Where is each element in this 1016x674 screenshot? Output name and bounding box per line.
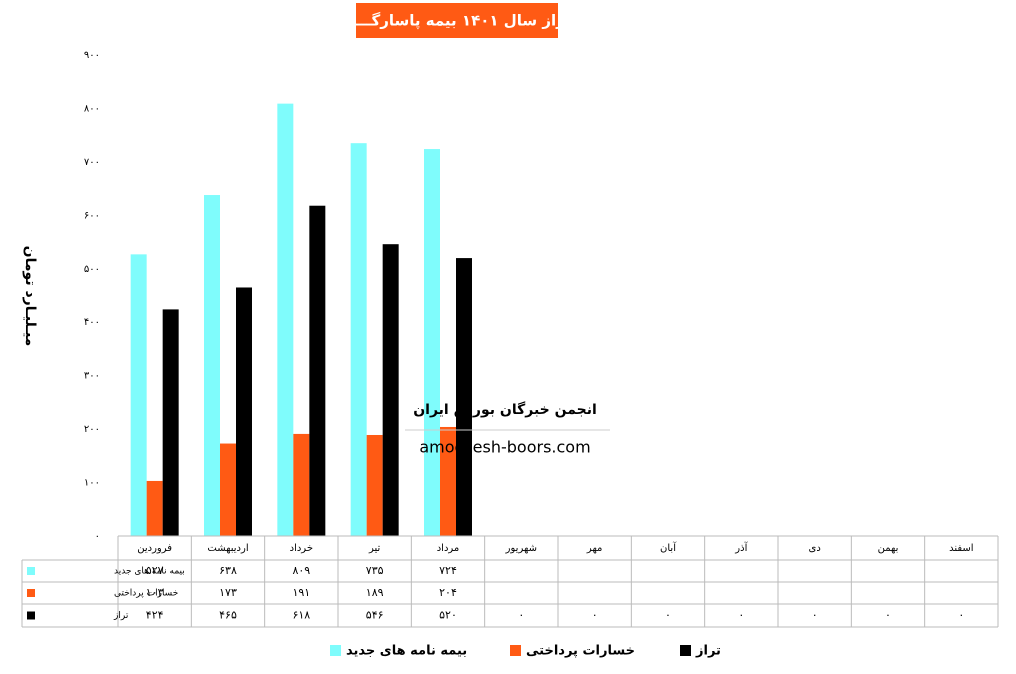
table-value: ۴۲۴ [146, 609, 164, 622]
legend-label: خسارات پرداختی [526, 644, 635, 659]
table-value: ۰ [738, 609, 744, 622]
bar [440, 426, 456, 536]
x-tick-label: اسفند [949, 543, 973, 554]
x-tick-label: مهر [586, 543, 602, 554]
x-tick-label: فروردین [137, 543, 172, 554]
table-row-label: تراز [113, 611, 129, 621]
table-value: ۱۸۹ [366, 586, 384, 599]
bar [424, 149, 440, 536]
bar [293, 433, 310, 536]
bar [456, 258, 472, 536]
y-axis-label: میـلیـارد تومان [22, 246, 38, 347]
table-value: ۸۰۹ [292, 564, 310, 577]
x-tick-label: آذر [734, 541, 748, 554]
table-value: ۷۲۴ [439, 564, 457, 577]
bar [162, 309, 179, 536]
table-value: ۶۱۸ [292, 609, 310, 622]
table-value: ۰ [665, 609, 671, 622]
bar [309, 205, 326, 537]
table-value: ۵۴۶ [366, 609, 384, 622]
chart-title: تراز سال ۱۴۰۱ بیمه پاسارگـــاد [343, 12, 571, 31]
table-legend-key [27, 567, 35, 575]
y-tick-label: ۴۰۰ [84, 317, 100, 328]
table-value: ۴۶۵ [219, 609, 237, 622]
bar [350, 143, 367, 536]
table-row-label: بیمه نامه های جدید [114, 567, 185, 577]
table-value: ۰ [518, 609, 524, 622]
table-value: ۶۳۸ [219, 564, 237, 577]
legend-key [510, 645, 521, 656]
x-tick-label: آبان [660, 541, 677, 554]
y-tick-label: ۵۰۰ [84, 264, 100, 275]
watermark-url: amoozesh-boors.com [419, 438, 590, 457]
x-tick-label: مرداد [437, 543, 460, 554]
bar [204, 195, 220, 536]
y-tick-label: ۳۰۰ [84, 371, 100, 382]
y-tick-label: ۰ [95, 531, 100, 542]
legend-key [680, 645, 691, 656]
x-tick-label: خرداد [290, 543, 313, 554]
x-tick-label: تیر [368, 543, 381, 554]
table-value: ۰ [885, 609, 891, 622]
y-tick-label: ۲۰۰ [84, 424, 100, 435]
bar [146, 480, 163, 536]
x-tick-label: دی [809, 543, 821, 554]
legend-key [330, 645, 341, 656]
table-value: ۱۹۱ [292, 586, 310, 599]
table-row-label: خسارات پرداختی [114, 589, 178, 599]
x-tick-label: شهریور [505, 543, 537, 554]
y-tick-label: ۷۰۰ [84, 157, 100, 168]
y-tick-label: ۱۰۰ [84, 478, 100, 489]
table-value: ۱۷۳ [219, 586, 237, 599]
bar [382, 244, 399, 536]
legend-label: تراز [695, 644, 721, 659]
table-value: ۰ [592, 609, 598, 622]
y-tick-label: ۹۰۰ [84, 50, 100, 61]
legend-label: بیمه نامه های جدید [346, 644, 467, 659]
table-value: ۰ [958, 609, 964, 622]
table-value: ۵۲۰ [439, 609, 457, 622]
bar [277, 103, 294, 536]
x-tick-label: اردیبهشت [207, 543, 248, 554]
table-legend-key [27, 589, 35, 597]
watermark: انجمن خبرگان بورس ایران amoozesh-boors.c… [405, 401, 610, 457]
table-legend-key [27, 611, 35, 620]
x-tick-label: بهمن [878, 543, 899, 554]
watermark-title: انجمن خبرگان بورس ایران [413, 401, 597, 418]
bar [236, 287, 252, 536]
title-box [356, 3, 558, 38]
table-value: ۲۰۴ [439, 586, 457, 599]
bar [366, 434, 383, 536]
table-value: ۵۲۷ [146, 564, 164, 577]
bar [130, 254, 147, 536]
table-value: ۱۰۳ [146, 586, 164, 599]
bar [220, 443, 236, 536]
y-tick-label: ۸۰۰ [84, 103, 100, 114]
table-value: ۰ [812, 609, 818, 622]
y-tick-label: ۶۰۰ [84, 210, 100, 221]
table-value: ۷۳۵ [366, 564, 384, 577]
